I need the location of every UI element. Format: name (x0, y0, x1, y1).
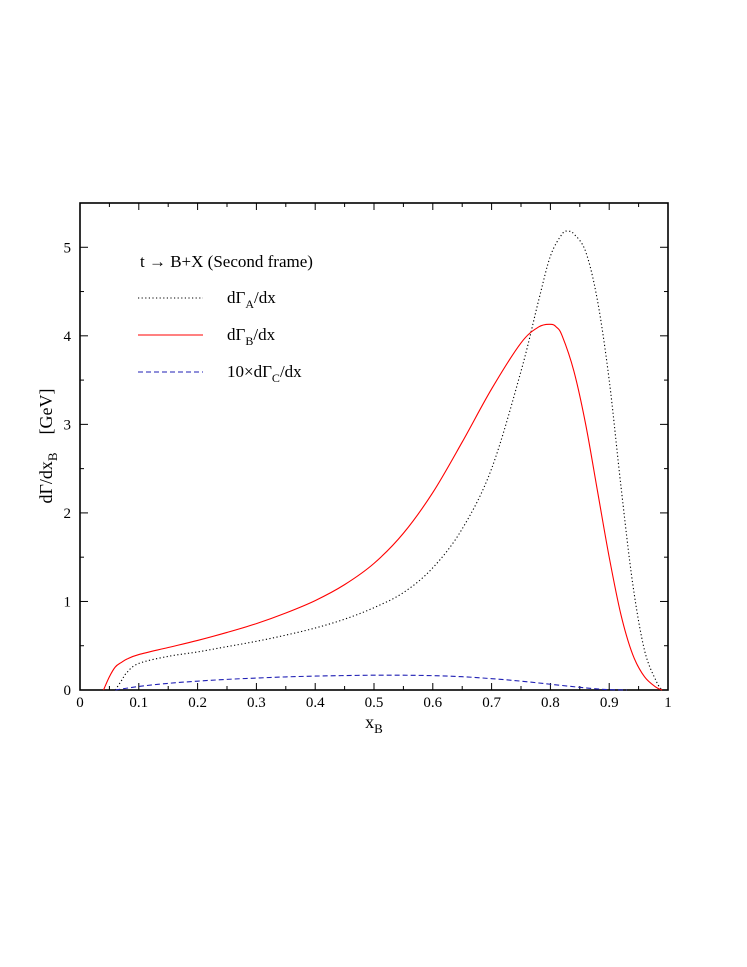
y-tick-label: 4 (64, 329, 72, 345)
series-line-0 (114, 230, 663, 691)
x-tick-label: 0.5 (365, 695, 384, 711)
series-line-2 (115, 674, 627, 691)
x-tick-label: 0.3 (247, 695, 266, 711)
x-axis-title: xB (365, 712, 383, 736)
y-axis-title-unit: [GeV] (36, 388, 56, 452)
x-tick-label: 0.1 (129, 695, 148, 711)
x-axis: 0 0.1 0.2 0.3 0.4 0.5 0.6 0.7 0.8 0.9 1 (76, 203, 672, 711)
y-axis-title: dΓ/dxB [GeV] (36, 388, 60, 503)
legend-label-1: dΓB/dx (227, 325, 276, 348)
y-tick-label: 2 (64, 506, 72, 522)
legend-label-2: 10×dΓC/dx (227, 362, 302, 385)
x-tick-label: 1 (664, 695, 672, 711)
x-axis-title-sub: B (374, 721, 383, 736)
x-tick-label: 0.9 (600, 695, 619, 711)
y-tick-label: 1 (64, 594, 72, 610)
x-tick-label: 0.4 (306, 695, 325, 711)
x-axis-title-main: x (365, 712, 374, 732)
x-tick-label: 0.6 (423, 695, 442, 711)
x-tick-label: 0 (76, 695, 84, 711)
legend: t → B+X (Second frame) dΓA/dx dΓB/dx 10×dΓ… (138, 252, 313, 385)
legend-header: t → B+X (Second frame) (140, 252, 313, 271)
x-tick-label: 0.8 (541, 695, 560, 711)
y-axis-title-sub: B (45, 452, 60, 461)
y-axis: 0 1 2 3 4 5 (64, 240, 668, 699)
y-tick-label: 0 (64, 683, 72, 699)
x-tick-label: 0.2 (188, 695, 207, 711)
y-axis-title-main: dΓ/dx (36, 461, 56, 503)
legend-label-0: dΓA/dx (227, 288, 276, 311)
y-tick-label: 3 (64, 417, 72, 433)
plot-frame (79, 202, 669, 691)
series-layer (103, 230, 663, 691)
legend-items: dΓA/dx dΓB/dx 10×dΓC/dx (138, 288, 302, 385)
x-tick-label: 0.7 (482, 695, 501, 711)
series-line-1 (103, 323, 663, 691)
y-tick-label: 5 (64, 240, 72, 256)
